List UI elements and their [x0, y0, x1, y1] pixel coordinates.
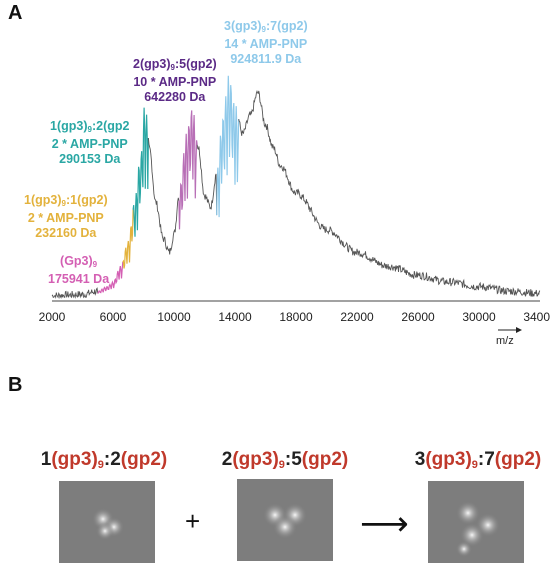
annotation-line: (Gp3)9: [60, 254, 98, 269]
annotation-2-5: 2(gp3)9:5(gp2) 10 * AMP-PNP 642280 Da: [133, 57, 217, 105]
em-class-average-1: [59, 481, 155, 563]
annotation-line: 1(gp3)9:1(gp2): [24, 193, 108, 208]
x-axis-arrowhead: [516, 327, 522, 333]
em-class-average-2: [237, 479, 333, 561]
annotation-line: 2 * AMP-PNP: [51, 137, 128, 151]
spectrum-trace: [196, 144, 218, 216]
x-tick-label: 22000: [340, 310, 374, 324]
spectrum-trace: [122, 209, 134, 269]
x-tick-label: 26000: [401, 310, 435, 324]
annotation-line: 2 * AMP-PNP: [27, 211, 104, 225]
annotation-line: 10 * AMP-PNP: [133, 75, 217, 89]
x-axis-label: m/z: [496, 335, 514, 347]
annotation-line: 232160 Da: [35, 226, 97, 240]
spectrum-trace: [132, 107, 149, 237]
particle-image-2: [263, 503, 307, 539]
arrow-right-icon: ⟶: [360, 505, 409, 543]
annotation-1-1: 1(gp3)9:1(gp2) 2 * AMP-PNP 232160 Da: [24, 193, 108, 241]
annotation-line: 1(gp3)9:2(gp2: [50, 119, 130, 134]
spectrum-trace: [238, 89, 541, 297]
x-tick-label: 34000: [523, 310, 550, 324]
x-tick-label: 18000: [279, 310, 313, 324]
x-tick-label: 6000: [99, 310, 127, 324]
particle-image-3: [456, 501, 500, 557]
plus-sign: +: [185, 506, 201, 536]
complex-title-2: 2(gp3)9:5(gp2): [221, 449, 349, 471]
x-tick-label: 2000: [38, 310, 66, 324]
panel-b-label: B: [8, 374, 23, 396]
annotation-line: 642280 Da: [144, 90, 206, 104]
complex-title-3: 3(gp3)9:7(gp2): [414, 449, 542, 471]
annotation-line: 14 * AMP-PNP: [224, 37, 308, 51]
annotation-line: 290153 Da: [59, 152, 121, 166]
panel-a-label: A: [8, 2, 23, 24]
annotation-line: 924811.9 Da: [230, 52, 302, 66]
x-tick-label: 10000: [157, 310, 191, 324]
spectrum-trace: [178, 110, 198, 230]
annotation-line: 2(gp3)9:5(gp2): [133, 57, 217, 72]
annotation-line: 175941 Da: [48, 272, 110, 286]
annotation-gp3-9: (Gp3)9 175941 Da: [48, 254, 109, 287]
particle-image-1: [92, 508, 124, 540]
x-tick-label: 30000: [462, 310, 496, 324]
annotation-3-7: 3(gp3)9:7(gp2) 14 * AMP-PNP 924811.9 Da: [224, 19, 308, 67]
spectrum-trace: [216, 75, 240, 218]
spectrum-trace: [97, 261, 124, 294]
x-tick-label: 14000: [218, 310, 252, 324]
mass-spectrum-chart: [51, 75, 541, 333]
spectrum-trace: [51, 287, 99, 300]
complex-title-1: 1(gp3)9:2(gp2): [40, 449, 168, 471]
annotation-line: 3(gp3)9:7(gp2): [224, 19, 308, 34]
em-class-average-3: [428, 481, 524, 563]
annotation-1-2: 1(gp3)9:2(gp2 2 * AMP-PNP 290153 Da: [50, 119, 129, 167]
spectrum-trace: [147, 138, 180, 255]
